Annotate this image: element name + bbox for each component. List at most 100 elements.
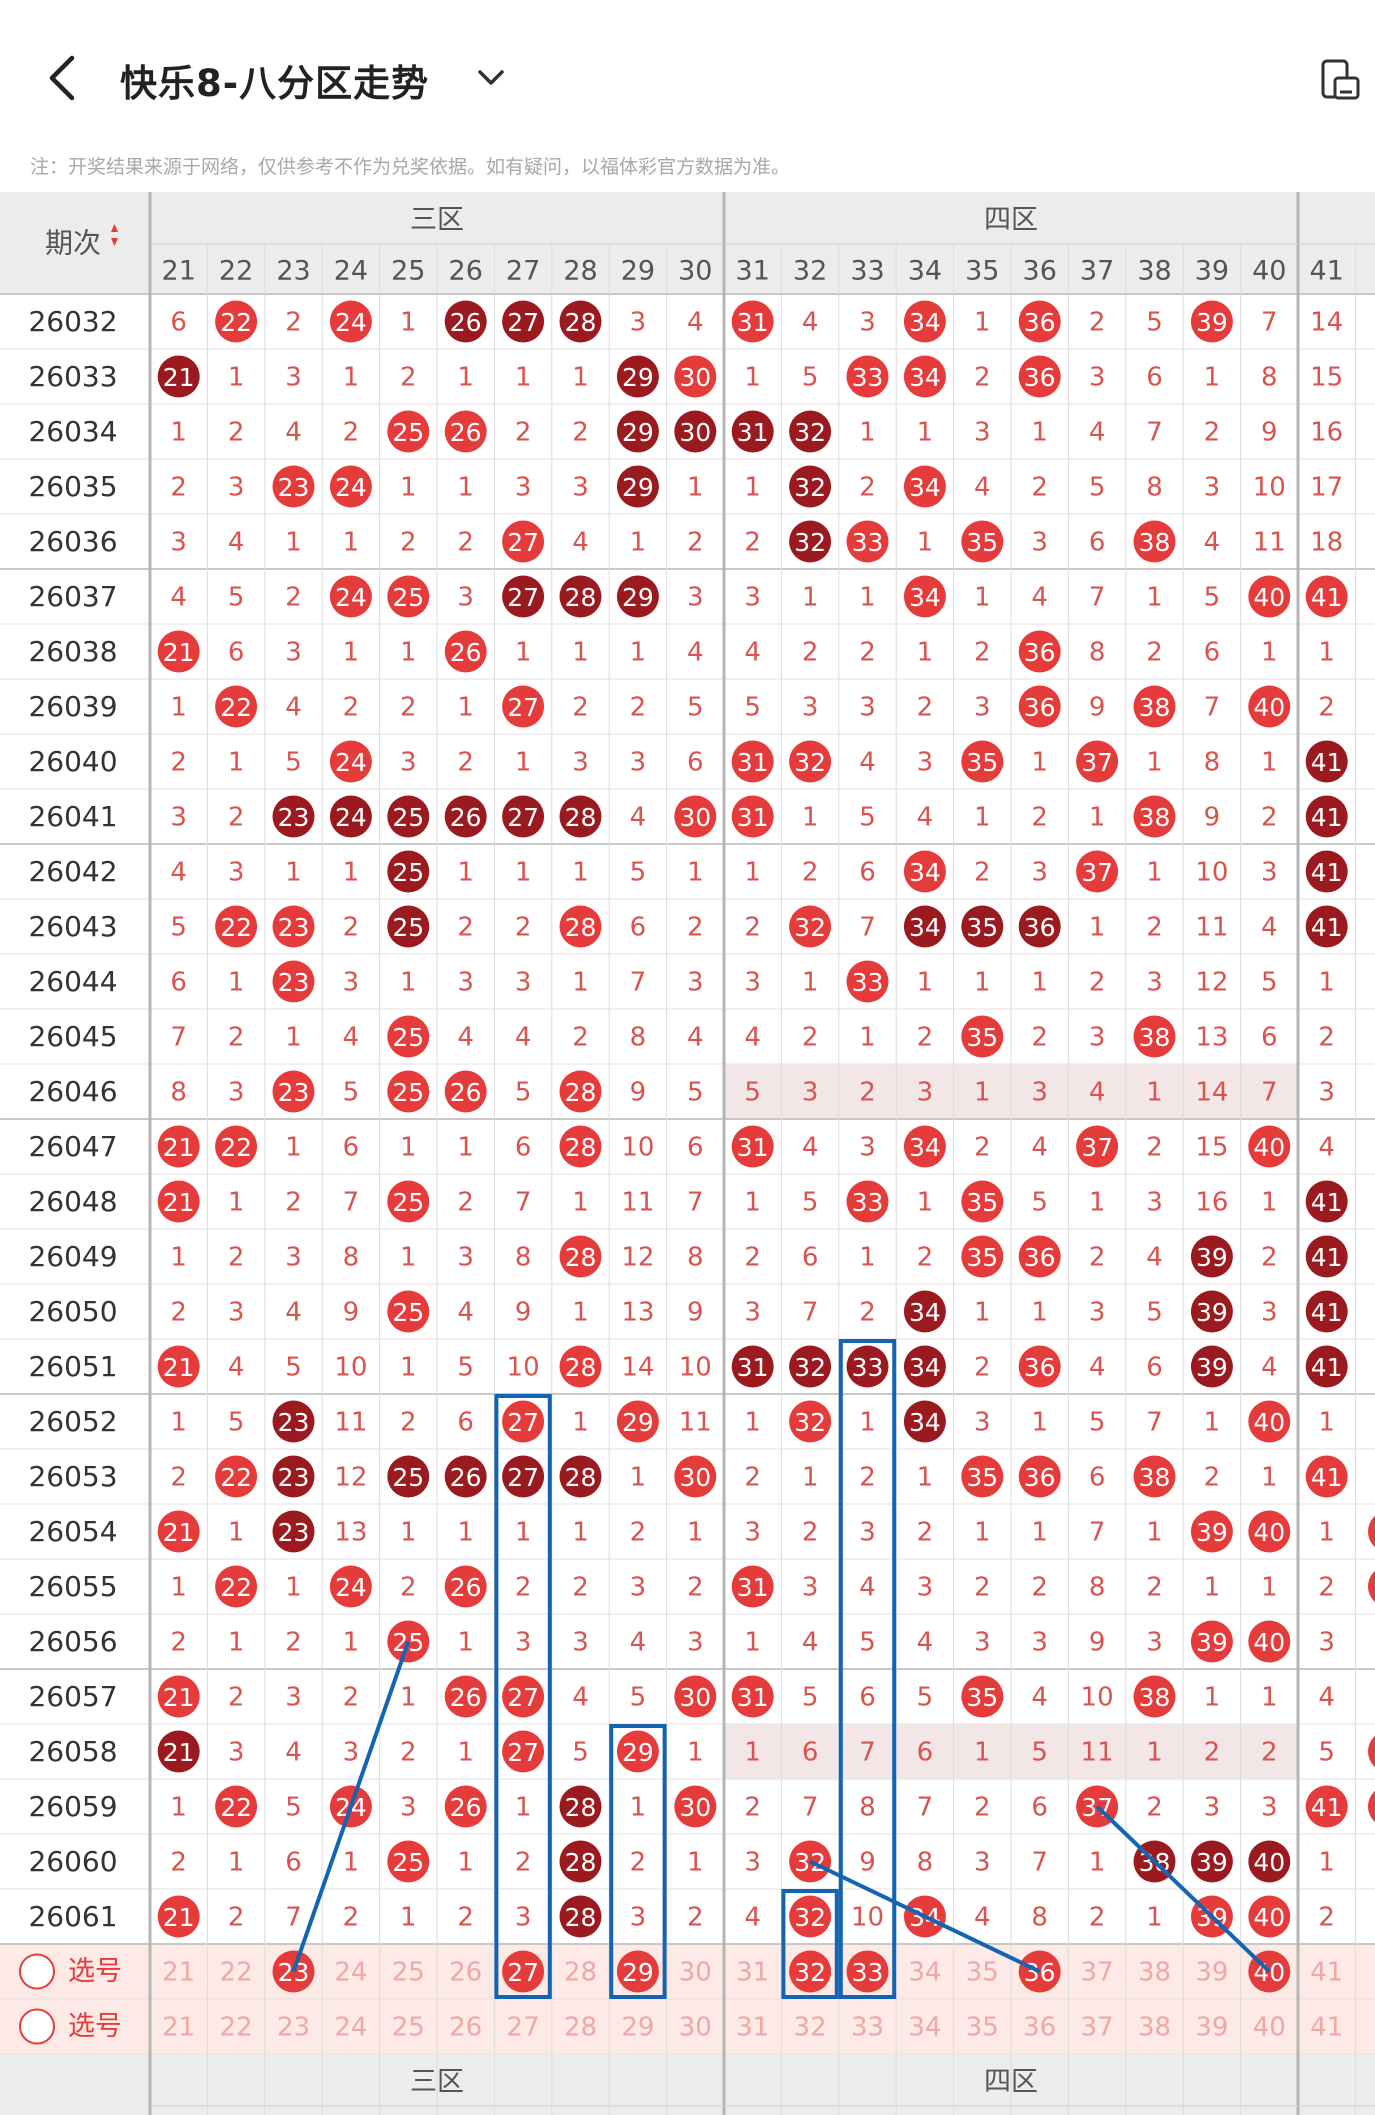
hit-number: 31 [737, 1353, 769, 1382]
pick-number-35[interactable]: 35 [966, 1958, 999, 1988]
period-26033: 26033 [28, 360, 117, 393]
miss-count: 2 [687, 528, 704, 558]
miss-count: 5 [917, 1683, 934, 1713]
hit-ball [1076, 740, 1119, 783]
pick-number-26[interactable]: 26 [449, 1958, 482, 1988]
pick-number-22[interactable]: 22 [220, 1958, 253, 1988]
pick-number-28[interactable]: 28 [564, 2013, 597, 2043]
pick-number-38[interactable]: 38 [1138, 1958, 1171, 1988]
selected-number[interactable]: 29 [622, 1958, 654, 1987]
pick-number-29[interactable]: 29 [621, 2013, 654, 2043]
selected-number[interactable]: 27 [507, 1958, 539, 1987]
pick-number-31[interactable]: 31 [736, 2013, 769, 2043]
hit-number: 34 [909, 308, 941, 337]
hit-ball [961, 520, 1004, 563]
pick-number-30[interactable]: 30 [679, 2013, 712, 2043]
period-header[interactable]: 期次 [45, 227, 101, 260]
pick-number-25[interactable]: 25 [392, 1958, 425, 1988]
select-radio[interactable] [19, 1953, 55, 1990]
miss-count: 2 [917, 693, 934, 723]
pick-number-27[interactable]: 27 [507, 2013, 540, 2043]
chevron-down-icon[interactable] [474, 62, 508, 92]
pick-number-34[interactable]: 34 [908, 2013, 941, 2043]
hit-ball [846, 1180, 889, 1223]
hit-ball [789, 410, 832, 453]
miss-count: 3 [343, 1738, 360, 1768]
selected-ball-29[interactable] [616, 1950, 659, 1993]
pick-number-30[interactable]: 30 [679, 1958, 712, 1988]
pick-number-25[interactable]: 25 [392, 2013, 425, 2043]
miss-count: 6 [630, 913, 647, 943]
miss-count: 1 [572, 1188, 589, 1218]
miss-count: 1 [1204, 1408, 1221, 1438]
pick-number-32[interactable]: 32 [794, 2013, 827, 2043]
hit-ball [1305, 1455, 1348, 1498]
pick-number-21[interactable]: 21 [162, 2013, 195, 2043]
miss-count: 3 [744, 583, 761, 613]
miss-count: 2 [457, 528, 474, 558]
annotation-line [809, 1859, 1041, 1974]
pick-number-41[interactable]: 41 [1310, 1958, 1343, 1988]
hit-number: 29 [622, 363, 654, 392]
device-switch-icon[interactable] [1318, 58, 1362, 102]
pick-number-36[interactable]: 36 [1023, 2013, 1056, 2043]
miss-count: 3 [515, 1903, 532, 1933]
pick-number-28[interactable]: 28 [564, 1958, 597, 1988]
hit-ball [789, 1345, 832, 1388]
select-label[interactable]: 选号 [68, 1956, 122, 1987]
pick-number-38[interactable]: 38 [1138, 2013, 1171, 2043]
pick-number-31[interactable]: 31 [736, 1958, 769, 1988]
miss-count: 8 [1261, 363, 1278, 393]
select-radio[interactable] [19, 2008, 55, 2045]
pick-number-24[interactable]: 24 [334, 2013, 367, 2043]
selected-ball-27[interactable] [502, 1950, 545, 1993]
hit-ball [1018, 1235, 1061, 1278]
pick-number-21[interactable]: 21 [162, 1958, 195, 1988]
hit-number: 25 [392, 418, 424, 447]
selected-number[interactable]: 32 [794, 1958, 826, 1987]
selected-number[interactable]: 33 [852, 1958, 884, 1987]
selected-number[interactable]: 23 [278, 1958, 310, 1987]
sort-up-down-icon[interactable] [111, 224, 118, 246]
miss-count: 2 [343, 1903, 360, 1933]
number-header-32: 32 [793, 256, 827, 287]
miss-count: 2 [343, 913, 360, 943]
pick-number-40[interactable]: 40 [1253, 2013, 1286, 2043]
miss-count: 1 [1261, 1463, 1278, 1493]
selected-number[interactable]: 36 [1024, 1958, 1056, 1987]
hit-ball [444, 1565, 487, 1608]
number-header-26: 26 [449, 256, 483, 287]
back-chevron-icon[interactable] [44, 52, 80, 104]
pick-number-22[interactable]: 22 [220, 2013, 253, 2043]
pick-number-23[interactable]: 23 [277, 2013, 310, 2043]
pick-number-35[interactable]: 35 [966, 2013, 999, 2043]
pick-number-39[interactable]: 39 [1195, 2013, 1228, 2043]
pick-number-37[interactable]: 37 [1081, 2013, 1114, 2043]
select-label[interactable]: 选号 [68, 2011, 122, 2042]
pick-number-24[interactable]: 24 [334, 1958, 367, 1988]
hit-ball [789, 905, 832, 948]
pick-number-39[interactable]: 39 [1195, 1958, 1228, 1988]
pick-number-37[interactable]: 37 [1081, 1958, 1114, 1988]
selected-ball-32[interactable] [789, 1950, 832, 1993]
hit-number: 26 [450, 1463, 482, 1492]
pick-number-41[interactable]: 41 [1310, 2013, 1343, 2043]
selected-ball-33[interactable] [846, 1950, 889, 1993]
hit-number: 25 [392, 1023, 424, 1052]
pick-number-34[interactable]: 34 [908, 1958, 941, 1988]
miss-count: 3 [400, 748, 417, 778]
pick-number-33[interactable]: 33 [851, 2013, 884, 2043]
hit-number: 34 [909, 1133, 941, 1162]
pick-number-26[interactable]: 26 [449, 2013, 482, 2043]
hit-number: 25 [392, 1298, 424, 1327]
miss-count: 4 [917, 1628, 934, 1658]
miss-count: 9 [343, 1298, 360, 1328]
miss-count: 7 [1089, 583, 1106, 613]
miss-count: 2 [974, 1793, 991, 1823]
period-26043: 26043 [28, 910, 117, 943]
annotation-line [291, 1640, 411, 1973]
miss-count: 1 [1318, 1848, 1335, 1878]
miss-count: 1 [1031, 1408, 1048, 1438]
miss-count: 1 [1031, 748, 1048, 778]
page-title[interactable]: 快乐8-八分区走势 [120, 62, 430, 105]
